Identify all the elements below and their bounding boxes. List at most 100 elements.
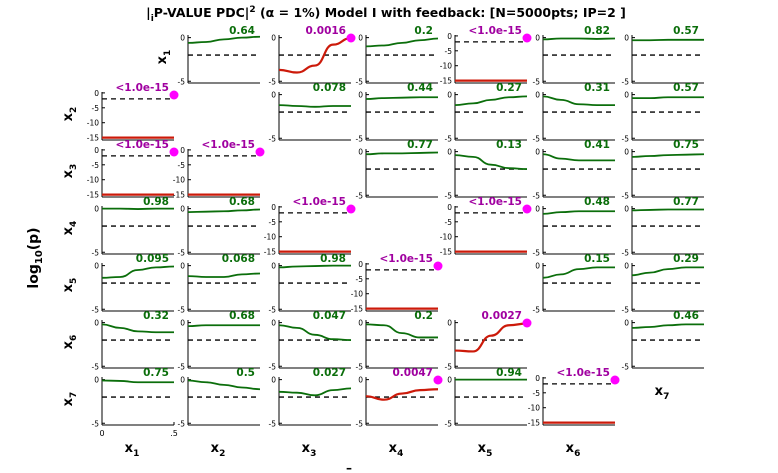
y-tick-label: -5: [269, 77, 277, 86]
title-superscript: 2: [249, 5, 255, 15]
col-label-7: x7: [655, 384, 670, 402]
y-tick-label: 0: [180, 319, 185, 328]
panel-r7-c4: 0 -5 0.0047: [356, 367, 443, 428]
col-label-6-sub: 6: [574, 449, 580, 459]
pvalue-label: 0.57: [673, 82, 699, 94]
y-tick-label: 0: [447, 319, 452, 328]
y-tick-label: -15: [440, 77, 452, 86]
y-tick-label: -5: [178, 161, 186, 170]
panel-r4-c7: 0 -5 0.77: [622, 196, 704, 257]
y-tick-label: -5: [178, 419, 186, 428]
y-tick-label: 0: [358, 34, 363, 43]
row-label-7-base: x: [61, 397, 76, 406]
y-tick-label: -5: [178, 77, 186, 86]
col-label-1-base: x: [125, 441, 134, 456]
y-tick-label: -5: [622, 134, 630, 143]
panel-r2-c1: 0 -5 -10 -15 <1.0e-15: [87, 82, 179, 143]
y-tick-label: 0: [358, 148, 363, 157]
pvalue-curve: [632, 96, 704, 100]
row-label-2-base: x: [61, 112, 76, 121]
pvalue-curve: [542, 266, 615, 279]
y-tick-label: -10: [440, 62, 452, 71]
y-tick-label: 0: [271, 91, 276, 100]
panel-r1-c4: 0 -5 0.2: [356, 25, 439, 86]
col-label-5-sub: 5: [486, 449, 492, 459]
y-tick-label: -5: [533, 134, 541, 143]
pvalue-curve: [278, 36, 352, 74]
col-label-4-base: x: [389, 441, 398, 456]
panel-r5-c2: 0 -5 0.068: [178, 253, 261, 314]
panel-r4-c3: 0 -5 -10 -15 <1.0e-15: [264, 196, 356, 257]
y-tick-label: 0: [624, 34, 629, 43]
panel-r1-c7: 0 -5 0.57: [622, 25, 704, 86]
row-label-4: x4: [61, 221, 79, 236]
y-tick-label: 0: [624, 91, 629, 100]
row-label-7: x7: [61, 392, 79, 407]
y-tick-label: 0: [180, 376, 185, 385]
pvalue-label: 0.0047: [392, 367, 433, 379]
panel-r1-c6: 0 -5 0.82: [533, 25, 616, 86]
panel-r2-c6: 0 -5 0.31: [533, 82, 615, 143]
pvalue-label: 0.41: [584, 139, 610, 151]
pvalue-label: 0.75: [673, 139, 699, 151]
significance-dot: [433, 261, 443, 271]
pvalue-label: <1.0e-15: [202, 139, 256, 151]
y-tick-label: 0: [94, 262, 99, 271]
y-tick-label: -15: [528, 419, 540, 428]
pvalue-curve: [542, 95, 615, 106]
col-label-3-base: x: [302, 441, 311, 456]
panel-r4-c6: 0 -5 0.48: [533, 196, 615, 257]
pvalue-label: 0.13: [496, 139, 522, 151]
y-tick-label: -5: [622, 191, 630, 200]
pvalue-label: 0.46: [673, 310, 699, 322]
y-tick-label: 0: [180, 262, 185, 271]
row-label-3-sub: 3: [69, 164, 79, 170]
y-tick-label: -15: [87, 134, 99, 143]
y-tick-label: -10: [264, 233, 276, 242]
pvalue-curve: [278, 104, 351, 108]
pvalue-curve: [542, 153, 615, 162]
pvalue-label: 0.77: [673, 196, 699, 208]
ylabel-log: log: [26, 264, 42, 288]
panel-r5-c4: 0 -5 -10 -15 <1.0e-15: [351, 253, 443, 314]
row-label-5-sub: 5: [69, 278, 79, 284]
y-tick-label: -5: [178, 248, 186, 257]
panel-r2-c5: 0 -5 0.27: [445, 82, 528, 143]
title-subscript: i: [151, 14, 154, 24]
panel-r1-c5: 0 -5 -10 -15 <1.0e-15: [440, 25, 532, 86]
pvalue-curve: [187, 35, 261, 44]
col-label-2-base: x: [211, 441, 220, 456]
y-tick-label: 0: [624, 262, 629, 271]
y-tick-label: -5: [92, 248, 100, 257]
y-tick-label: 0: [94, 146, 99, 155]
row-label-3: x3: [61, 164, 79, 179]
y-tick-label: -5: [356, 134, 364, 143]
y-tick-label: 0: [94, 89, 99, 98]
pvalue-label: 0.94: [496, 367, 522, 379]
significance-dot: [169, 147, 179, 157]
global-ylabel: log10(p): [26, 227, 45, 288]
y-tick-label: -15: [173, 191, 185, 200]
y-tick-label: 0: [535, 34, 540, 43]
y-tick-label: 0: [180, 146, 185, 155]
row-label-1-base: x: [155, 55, 170, 64]
pvalue-label: <1.0e-15: [380, 253, 434, 265]
pvalue-curve: [365, 151, 439, 156]
y-tick-label: 0: [94, 319, 99, 328]
pvalue-label: 0.57: [673, 25, 699, 37]
y-tick-label: 0: [94, 205, 99, 214]
title-bar: |: [146, 5, 151, 20]
pvalue-label: 0.77: [407, 139, 433, 151]
pvalue-curve: [542, 210, 615, 215]
y-tick-label: 0: [535, 148, 540, 157]
pvalue-curve: [365, 96, 438, 100]
row-label-4-base: x: [61, 226, 76, 235]
pvalue-curve: [631, 208, 704, 212]
y-tick-label: 0: [358, 376, 363, 385]
pvalue-curve: [631, 323, 704, 329]
title-text: P-VALUE PDC|: [154, 5, 250, 20]
y-tick-label: 0: [535, 91, 540, 100]
panel-r7-c5: 0 -5 0.94: [445, 367, 527, 428]
y-tick-label: -5: [269, 218, 277, 227]
col-label-3: x3: [302, 441, 317, 459]
